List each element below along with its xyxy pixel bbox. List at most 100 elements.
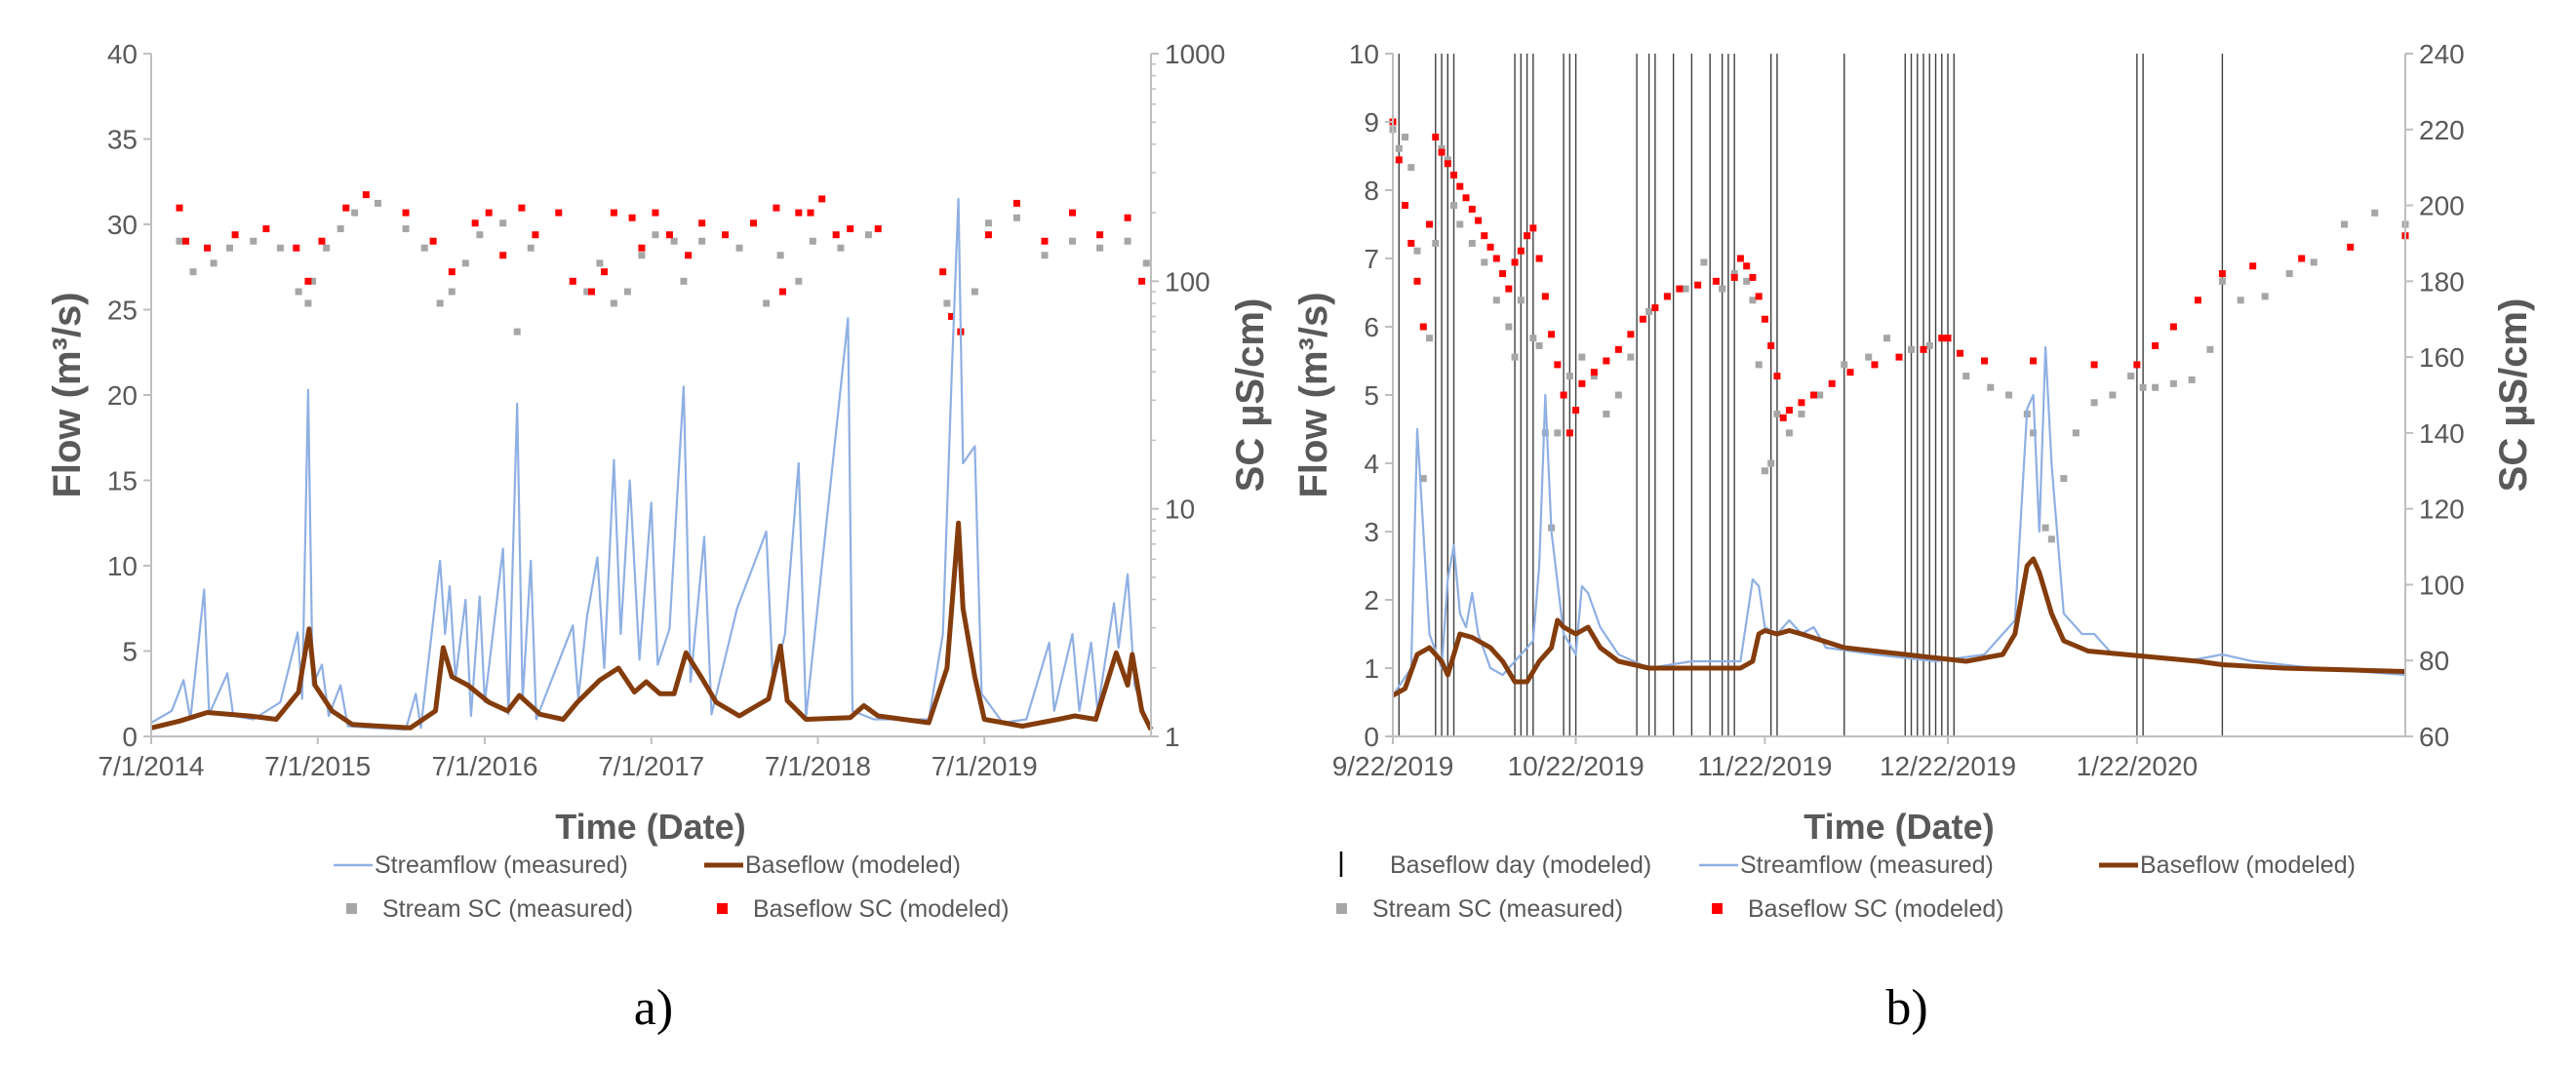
baseflow-sc-point — [1676, 285, 1684, 293]
y-tick-label: 30 — [107, 210, 138, 240]
baseflow-sc-point — [1694, 281, 1702, 289]
stream-sc-point — [337, 225, 344, 233]
baseflow-sc-point — [485, 209, 493, 217]
stream-sc-point — [1719, 285, 1726, 293]
baseflow-sc-point — [1432, 134, 1440, 141]
baseflow-sc-point — [1743, 262, 1751, 270]
baseflow-sc-point — [262, 225, 270, 233]
panel-b: 0 1 2 3 4 5 6 7 8 9 10 60 80 100 120 140 160 180 200 220 240… — [1292, 39, 2535, 1036]
baseflow-sc-point — [1614, 345, 1622, 353]
baseflow-sc-point — [1438, 148, 1446, 156]
stream-sc-point — [2139, 383, 2147, 391]
baseflow-sc-point — [471, 219, 479, 227]
panel-b-marks — [1389, 54, 2409, 736]
baseflow-sc-point — [1767, 341, 1775, 349]
baseflow-sc-point — [795, 209, 803, 217]
x-tick-label: 12/22/2019 — [1880, 751, 2016, 781]
legend-label: Baseflow (modeled) — [745, 851, 961, 879]
y-tick-label: 5 — [1364, 380, 1379, 411]
baseflow-sc-point — [204, 244, 212, 252]
stream-sc-point — [323, 244, 331, 252]
baseflow-sc-point — [818, 195, 826, 203]
legend-label: Stream SC (measured) — [1372, 895, 1623, 923]
stream-sc-point — [1841, 361, 1848, 369]
stream-sc-point — [795, 277, 803, 285]
baseflow-sc-point — [518, 204, 526, 212]
stream-sc-point — [1590, 373, 1598, 380]
stream-sc-point — [1402, 134, 1409, 141]
stream-sc-point — [1444, 156, 1451, 164]
baseflow-sc-point — [1712, 277, 1720, 285]
stream-sc-point — [1142, 259, 1150, 267]
baseflow-sc-point — [1773, 373, 1781, 380]
stream-sc-point — [2206, 345, 2214, 353]
stream-sc-point — [2340, 220, 2348, 228]
panel-b-label: b) — [1885, 980, 1927, 1036]
baseflow-sc-point — [1535, 255, 1543, 262]
stream-sc-point — [1432, 239, 1440, 247]
stream-sc-point — [2285, 270, 2293, 278]
stream-sc-point — [1419, 475, 1427, 483]
baseflow-sc-point — [1138, 277, 1146, 285]
y2-tick-label: 180 — [2419, 266, 2465, 297]
stream-sc-point — [583, 288, 591, 296]
stream-sc-point — [2005, 391, 2013, 399]
baseflow-sc-point — [2194, 297, 2201, 304]
x-tick-label: 9/22/2019 — [1332, 751, 1454, 781]
stream-sc-point — [1865, 353, 1873, 361]
stream-sc-point — [680, 277, 688, 285]
panel-a-label: a) — [634, 980, 673, 1036]
x-tick-label: 7/1/2019 — [931, 751, 1038, 781]
panel-b-legend: Baseflow day (modeled) Streamflow (measur… — [1336, 851, 2356, 923]
baseflow-sc-point — [1560, 391, 1567, 399]
stream-sc-point — [2237, 297, 2244, 304]
stream-sc-point — [1541, 429, 1549, 437]
baseflow-sc-point — [628, 214, 636, 221]
y2-tick-label: 100 — [1165, 266, 1210, 297]
stream-sc-point — [1882, 335, 1890, 342]
x-tick-label: 7/1/2015 — [264, 751, 371, 781]
stream-sc-point — [1578, 353, 1586, 361]
stream-sc-point — [1505, 323, 1513, 331]
y-tick-label: 35 — [107, 125, 138, 155]
baseflow-sc-point — [1419, 323, 1427, 331]
stream-sc-point — [1407, 164, 1415, 172]
stream-sc-point — [420, 244, 428, 252]
panel-b-x-label: Time (Date) — [1803, 807, 1994, 847]
baseflow-sc-point — [1456, 182, 1464, 190]
baseflow-sc-point — [1524, 232, 1531, 240]
baseflow-sc-point — [1402, 202, 1409, 210]
baseflow-sc-point — [832, 231, 840, 239]
stream-sc-point — [864, 231, 872, 239]
stream-sc-point — [776, 252, 784, 259]
panel-a: 0 5 10 15 20 25 30 35 40 1 10 100 1000 7/1/2014 7/1/20… — [46, 39, 1272, 1036]
y-tick-label: 0 — [1364, 722, 1379, 752]
panel-a-marks — [150, 191, 1154, 732]
stream-sc-point — [1614, 391, 1622, 399]
baseflow-sc-point — [1468, 205, 1476, 213]
y2-tick-label: 1 — [1165, 722, 1180, 752]
stream-sc-point — [527, 244, 535, 252]
stream-sc-point — [448, 288, 456, 296]
baseflow-sc-point — [1981, 357, 1989, 365]
x-tick-label: 7/1/2018 — [765, 751, 871, 781]
stream-sc-point — [1798, 410, 1805, 417]
stream-sc-point — [2041, 524, 2049, 532]
legend-label: Baseflow SC (modeled) — [753, 895, 1010, 923]
y-tick-label: 5 — [122, 637, 138, 667]
stream-sc-point — [1041, 252, 1049, 259]
baseflow-sc-point — [1603, 357, 1610, 365]
baseflow-sc-point — [304, 277, 312, 285]
baseflow-sc-point — [1938, 335, 1946, 342]
stream-sc-point — [2090, 399, 2098, 407]
stream-sc-point — [1925, 341, 1933, 349]
stream-sc-point — [1481, 258, 1488, 266]
stream-sc-point — [1395, 144, 1403, 152]
baseflow-sc-point — [532, 231, 539, 239]
x-tick-label: 7/1/2017 — [598, 751, 704, 781]
baseflow-sc-point — [231, 231, 239, 239]
stream-sc-point — [670, 237, 678, 245]
baseflow-sc-point — [610, 209, 617, 217]
y-tick-label: 10 — [1349, 39, 1379, 69]
stream-sc-point — [943, 299, 951, 307]
